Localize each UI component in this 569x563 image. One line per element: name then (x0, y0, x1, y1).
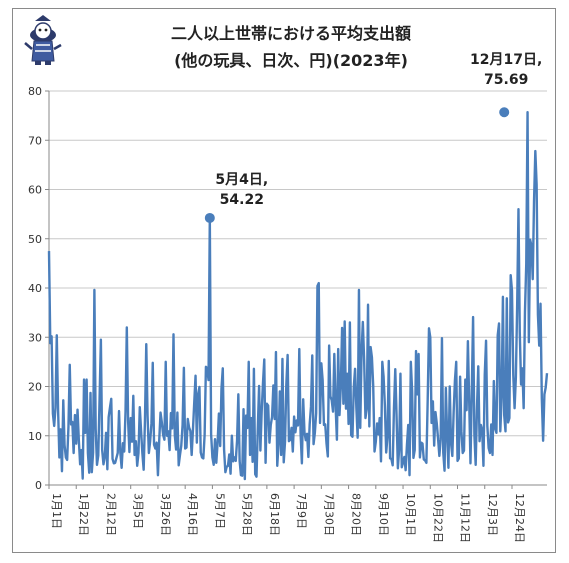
y-tick-label: 0 (35, 479, 42, 492)
x-tick-label: 5月7日 (213, 493, 226, 529)
series-line (47, 110, 549, 481)
x-tick-label: 3月26日 (159, 493, 172, 536)
chart-title: 二人以上世帯における平均支出額 (171, 24, 411, 43)
chart-subtitle: (他の玩具、日次、円)(2023年) (174, 51, 408, 70)
mascot-logo (24, 15, 62, 65)
y-tick-label: 50 (28, 233, 42, 246)
y-tick-label: 10 (28, 430, 42, 443)
x-tick-label: 1月22日 (77, 493, 90, 536)
x-tick-label: 5月28日 (241, 493, 254, 536)
x-tick-label: 9月10日 (377, 493, 390, 536)
annotation-value: 54.22 (220, 192, 264, 208)
annotation-value: 75.69 (484, 72, 528, 88)
x-tick-label: 11月12日 (459, 493, 472, 543)
peak-marker (499, 107, 510, 118)
y-tick-label: 40 (28, 282, 42, 295)
x-tick-label: 2月12日 (104, 493, 117, 536)
y-tick-label: 70 (28, 134, 42, 147)
x-tick-label: 8月20日 (350, 493, 363, 536)
x-axis-ticks: 1月1日 1月22日 2月12日 3月5日 3月26日 4月16日 5月7日 5月28日 6月1… (48, 485, 526, 543)
x-tick-label: 4月16日 (186, 493, 199, 536)
y-tick-label: 80 (28, 85, 42, 98)
y-tick-label: 20 (28, 381, 42, 394)
x-tick-label: 7月30日 (322, 493, 335, 536)
y-axis-ticks: 0 10 20 30 40 50 60 70 80 (28, 85, 49, 492)
chart-frame: 二人以上世帯における平均支出額 (他の玩具、日次、円)(2023年) 0 10 20… (12, 8, 556, 553)
x-tick-label: 12月3日 (486, 493, 499, 536)
x-tick-label: 10月22日 (431, 493, 444, 543)
peak-marker (204, 212, 215, 223)
annotation-date: 12月17日, (470, 52, 542, 68)
x-tick-label: 1月1日 (50, 493, 63, 529)
series-layer (47, 110, 549, 481)
x-tick-label: 3月5日 (132, 493, 145, 529)
annotations: 5月4日, 54.22 12月17日, 75.69 (204, 52, 542, 223)
line-chart: 二人以上世帯における平均支出額 (他の玩具、日次、円)(2023年) 0 10 20… (24, 15, 549, 543)
x-tick-label: 7月9日 (295, 493, 308, 529)
x-tick-label: 6月18日 (268, 493, 281, 536)
x-tick-label: 10月1日 (404, 493, 417, 536)
y-tick-label: 30 (28, 331, 42, 344)
annotation-date: 5月4日, (215, 172, 268, 188)
x-tick-label: 12月24日 (513, 493, 526, 543)
y-tick-label: 60 (28, 184, 42, 197)
